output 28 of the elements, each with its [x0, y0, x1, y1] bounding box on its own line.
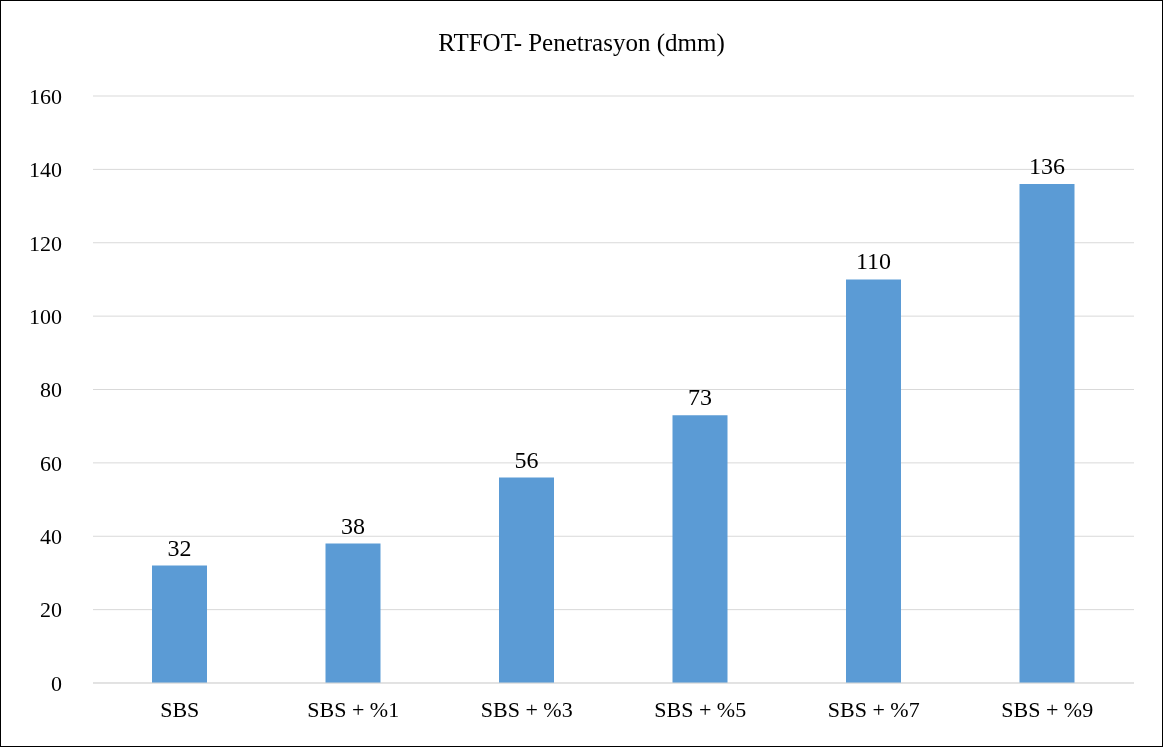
y-tick-label: 160	[29, 83, 62, 109]
bar	[499, 477, 554, 683]
data-label: 110	[855, 248, 892, 275]
data-label: 32	[167, 534, 192, 561]
x-tick-label: SBS + %7	[827, 696, 920, 722]
y-tick-label: 40	[40, 524, 62, 550]
data-label: 56	[514, 446, 539, 473]
x-tick-label: SBS + %3	[480, 696, 573, 722]
y-tick-label: 140	[29, 157, 62, 183]
chart-title: RTFOT- Penetrasyon (dmm)	[437, 29, 726, 57]
bar	[846, 279, 901, 683]
x-tick-label: SBS + %9	[1001, 696, 1094, 722]
bar	[152, 565, 207, 683]
data-label: 38	[341, 512, 365, 539]
bar	[672, 415, 728, 683]
y-tick-label: 20	[40, 597, 62, 623]
bar	[325, 543, 381, 683]
y-tick-label: 80	[40, 377, 62, 403]
x-tick-label: SBS + %5	[654, 696, 747, 722]
y-tick-label: 120	[29, 230, 62, 256]
bar	[1019, 184, 1075, 683]
data-label: 73	[688, 384, 712, 411]
y-tick-label: 0	[51, 670, 62, 696]
data-label: 136	[1029, 153, 1065, 180]
y-tick-label: 100	[29, 303, 62, 329]
y-tick-label: 60	[40, 450, 62, 476]
x-tick-label: SBS	[160, 696, 200, 722]
x-tick-label: SBS + %1	[307, 696, 400, 722]
